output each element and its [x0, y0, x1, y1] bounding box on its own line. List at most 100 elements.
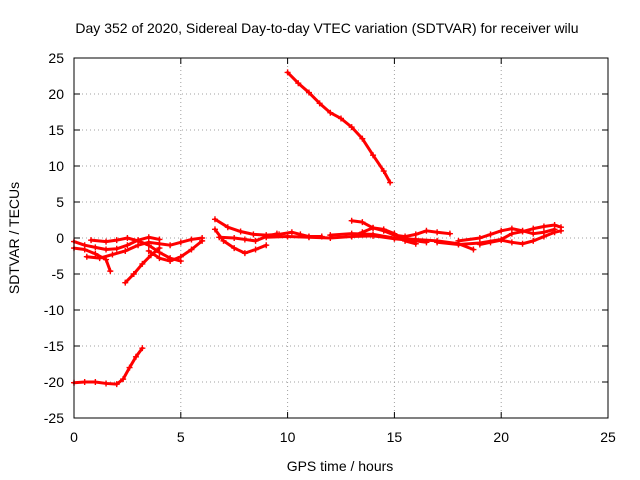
data-point	[380, 168, 387, 175]
data-point	[135, 242, 142, 249]
x-tick-label: 5	[177, 429, 185, 445]
data-point	[126, 364, 133, 371]
data-point	[92, 379, 99, 385]
data-point	[263, 242, 270, 249]
x-tick-label: 10	[280, 429, 296, 445]
y-tick-label: -5	[52, 266, 65, 282]
data-point	[122, 247, 129, 254]
data-point	[109, 251, 116, 258]
data-point	[188, 236, 195, 243]
x-tick-label: 15	[387, 429, 403, 445]
series-arc-p	[476, 227, 565, 248]
data-point	[391, 230, 398, 237]
data-point	[540, 223, 547, 230]
data-point	[284, 233, 291, 240]
series-arc-m	[348, 224, 419, 247]
data-point	[487, 231, 494, 238]
data-point	[412, 231, 419, 238]
data-point	[113, 245, 120, 252]
y-tick-label: 10	[48, 158, 64, 174]
series-arc-k	[327, 230, 477, 253]
data-point	[167, 242, 174, 249]
series-line	[72, 346, 144, 386]
data-point	[124, 235, 131, 241]
data-point	[130, 271, 137, 277]
data-point	[92, 250, 99, 257]
y-axis-label: SDTVAR / TECUs	[6, 182, 22, 294]
data-point	[498, 227, 505, 234]
data-point	[231, 235, 238, 241]
data-point	[103, 246, 110, 253]
data-point	[156, 255, 163, 262]
plot-frame	[73, 57, 609, 419]
data-point	[92, 244, 99, 251]
data-point	[145, 239, 152, 246]
data-point	[241, 236, 248, 243]
data-point	[156, 245, 163, 252]
data-point	[167, 258, 174, 265]
data-point	[316, 100, 323, 107]
data-point	[139, 260, 146, 267]
data-series	[71, 69, 565, 388]
data-point	[107, 268, 114, 275]
data-point	[177, 253, 184, 260]
data-point	[348, 233, 355, 240]
data-point	[81, 246, 88, 253]
data-point	[519, 227, 526, 234]
data-point	[241, 250, 248, 257]
data-point	[199, 237, 206, 244]
data-point	[508, 230, 515, 237]
data-point	[412, 240, 419, 247]
data-point	[96, 255, 103, 262]
data-point	[252, 237, 259, 244]
data-point	[530, 230, 537, 237]
data-point	[288, 229, 295, 236]
y-tick-label: -20	[44, 374, 64, 390]
series-line	[213, 217, 324, 239]
data-point	[327, 109, 334, 116]
y-tick-label: 0	[56, 230, 64, 246]
series-arc-d	[83, 235, 206, 262]
x-axis-label: GPS time / hours	[287, 458, 394, 474]
y-tick-label: -15	[44, 338, 64, 354]
data-point	[120, 376, 127, 383]
series-line	[147, 239, 204, 263]
data-point	[250, 231, 257, 238]
data-point	[211, 216, 218, 223]
data-point	[295, 80, 302, 87]
data-point	[498, 237, 505, 244]
data-point	[370, 224, 377, 231]
data-point	[476, 241, 483, 248]
x-tick-labels: 0 5 10 15 20 25	[70, 429, 616, 445]
data-point	[551, 229, 558, 236]
x-tick-label: 0	[70, 429, 78, 445]
data-point	[211, 226, 218, 233]
data-point	[476, 235, 483, 241]
y-tick-label: 20	[48, 86, 64, 102]
y-tick-label: 5	[56, 194, 64, 210]
series-arc-f	[145, 237, 206, 265]
data-point	[124, 242, 131, 249]
series-arc-o	[455, 225, 558, 244]
data-point	[359, 219, 366, 226]
data-point	[359, 229, 366, 236]
data-point	[224, 224, 231, 231]
y-tick-label: 25	[48, 50, 64, 66]
data-point	[359, 135, 366, 142]
data-point	[132, 353, 139, 360]
data-point	[530, 237, 537, 244]
data-point	[338, 115, 344, 122]
data-point	[434, 239, 441, 246]
series-arc-high	[284, 69, 394, 186]
y-tick-labels: -25 -20 -15 -10 -5 0 5 10 15 20 25	[44, 50, 64, 426]
data-point	[145, 247, 152, 254]
data-point	[284, 69, 291, 76]
data-point	[380, 226, 387, 233]
data-point	[487, 239, 494, 246]
data-point	[455, 237, 462, 244]
data-point	[263, 234, 270, 241]
data-point	[177, 239, 184, 246]
data-point	[446, 230, 453, 237]
data-point	[237, 228, 244, 235]
